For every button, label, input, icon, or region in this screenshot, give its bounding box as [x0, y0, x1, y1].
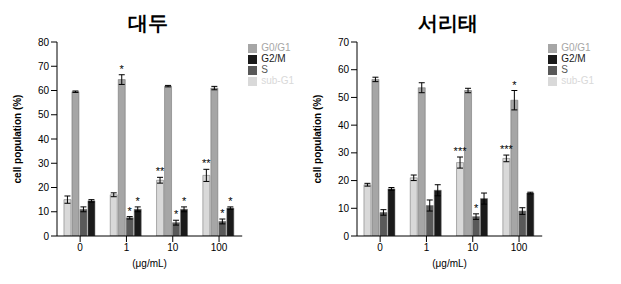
svg-text:*: * [128, 205, 133, 217]
svg-text:70: 70 [338, 37, 350, 48]
html-text:sub-G1: sub-G1 [261, 75, 294, 86]
svg-text:0: 0 [43, 231, 49, 242]
html-text:G0/G1: G0/G1 [561, 42, 591, 53]
svg-text:*: * [136, 195, 141, 207]
svg-text:(μg/mL): (μg/mL) [132, 258, 167, 269]
html-text:대두: 대두 [128, 12, 168, 34]
svg-text:*: * [174, 208, 179, 220]
svg-text:50: 50 [38, 109, 50, 120]
svg-text:*: * [182, 195, 187, 207]
svg-text:*: * [228, 195, 233, 207]
html-text:G0/G1: G0/G1 [261, 42, 291, 53]
html-text:G2/M: G2/M [561, 53, 586, 64]
html-text:S: S [261, 64, 268, 75]
svg-text:30: 30 [38, 158, 50, 169]
svg-text:10: 10 [338, 203, 350, 214]
svg-text:80: 80 [38, 37, 50, 48]
svg-text:100: 100 [211, 242, 228, 253]
svg-text:10: 10 [167, 242, 179, 253]
svg-text:40: 40 [38, 134, 50, 145]
svg-text:0: 0 [343, 231, 349, 242]
svg-text:*: * [120, 63, 125, 75]
html-text:서리태: 서리태 [418, 12, 478, 34]
svg-text:*: * [512, 79, 517, 91]
svg-text:***: *** [500, 143, 514, 155]
svg-text:**: ** [202, 157, 211, 169]
svg-text:10: 10 [38, 206, 50, 217]
svg-text:1: 1 [424, 242, 430, 253]
svg-text:0: 0 [77, 242, 83, 253]
svg-text:cell population (%): cell population (%) [12, 95, 23, 184]
svg-text:60: 60 [38, 85, 50, 96]
svg-text:60: 60 [338, 64, 350, 75]
svg-text:*: * [474, 202, 479, 214]
svg-text:20: 20 [338, 175, 350, 186]
svg-text:30: 30 [338, 147, 350, 158]
svg-text:40: 40 [338, 120, 350, 131]
html-text:G2/M: G2/M [261, 53, 286, 64]
svg-text:100: 100 [511, 242, 528, 253]
svg-text:70: 70 [38, 61, 50, 72]
svg-text:50: 50 [338, 92, 350, 103]
svg-text:cell population (%): cell population (%) [312, 95, 323, 184]
html-text:sub-G1: sub-G1 [561, 75, 594, 86]
svg-text:*: * [220, 207, 225, 219]
svg-text:***: *** [454, 145, 468, 157]
svg-text:1: 1 [124, 242, 130, 253]
html-text:S: S [561, 64, 568, 75]
svg-text:(μg/mL): (μg/mL) [432, 258, 467, 269]
svg-text:0: 0 [377, 242, 383, 253]
svg-text:20: 20 [38, 182, 50, 193]
svg-text:10: 10 [467, 242, 479, 253]
svg-text:**: ** [156, 165, 165, 177]
